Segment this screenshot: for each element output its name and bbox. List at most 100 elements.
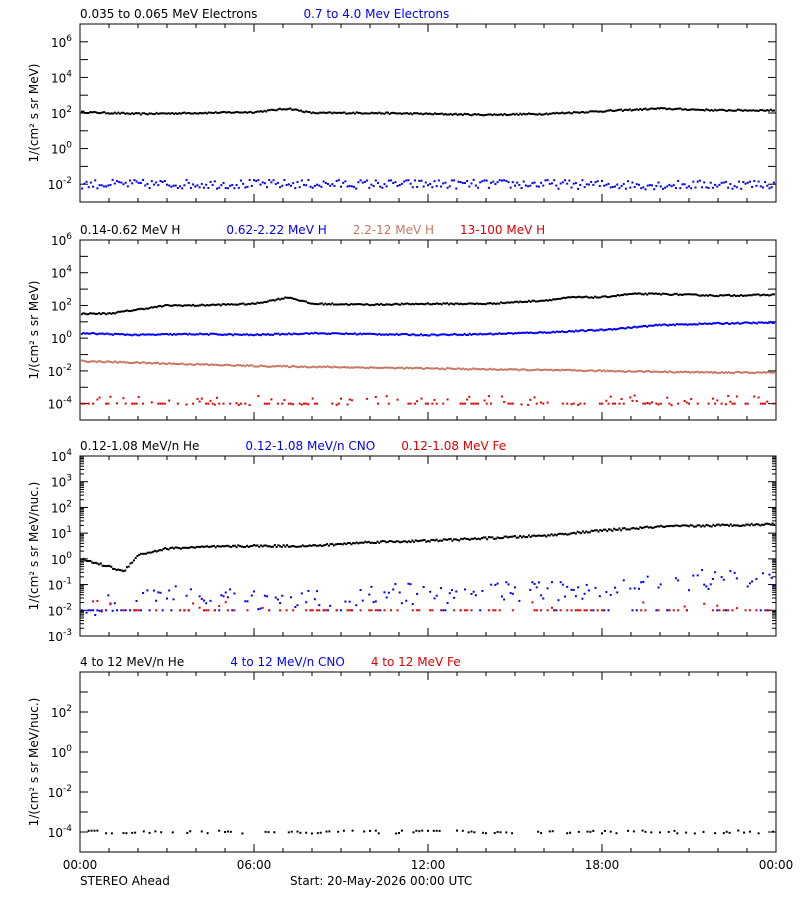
data-point: [374, 396, 377, 399]
data-point: [381, 303, 384, 306]
data-point: [359, 111, 362, 114]
data-point: [490, 181, 493, 184]
data-point: [705, 108, 708, 111]
data-point: [674, 292, 677, 295]
data-point: [616, 327, 619, 330]
data-point: [420, 333, 423, 336]
data-point: [338, 542, 341, 545]
data-point: [399, 303, 402, 306]
data-point: [447, 538, 450, 541]
data-point: [195, 363, 198, 366]
data-point: [646, 293, 649, 296]
data-point: [207, 333, 210, 336]
data-point: [507, 114, 510, 117]
data-point: [482, 302, 485, 305]
data-point: [411, 333, 414, 336]
data-point: [578, 111, 581, 114]
data-point: [233, 592, 236, 595]
data-point: [691, 323, 694, 326]
data-point: [431, 186, 434, 189]
data-point: [607, 109, 610, 112]
data-point: [722, 109, 725, 112]
data-point: [369, 542, 372, 545]
data-point: [661, 187, 664, 190]
data-point: [169, 362, 172, 365]
data-point: [324, 609, 327, 612]
data-point: [371, 111, 374, 114]
data-point: [451, 113, 454, 116]
data-point: [554, 533, 557, 536]
data-point: [677, 609, 680, 612]
data-point: [498, 368, 501, 371]
data-point: [183, 184, 186, 187]
data-point: [164, 333, 167, 336]
data-point: [656, 525, 659, 528]
data-point: [686, 293, 689, 296]
data-point: [99, 332, 102, 335]
data-point: [759, 294, 762, 297]
data-point: [183, 304, 186, 307]
series-0: [87, 829, 775, 835]
data-point: [559, 369, 562, 372]
data-point: [581, 370, 584, 373]
data-point: [89, 609, 92, 612]
data-point: [733, 524, 736, 527]
data-point: [627, 326, 630, 329]
data-point: [613, 527, 616, 530]
data-point: [179, 547, 182, 550]
data-point: [319, 365, 322, 368]
data-point: [142, 178, 145, 181]
data-point: [637, 109, 640, 112]
data-point: [305, 831, 308, 834]
data-point: [385, 303, 388, 306]
data-point: [327, 544, 330, 547]
data-point: [209, 545, 212, 548]
data-point: [315, 544, 318, 547]
data-point: [623, 527, 626, 530]
data-point: [564, 369, 567, 372]
data-point: [240, 545, 243, 548]
data-point: [85, 611, 88, 614]
data-point: [753, 395, 756, 398]
data-point: [159, 591, 162, 594]
data-point: [383, 183, 386, 186]
data-point: [679, 187, 682, 190]
data-point: [331, 183, 334, 186]
data-point: [634, 108, 637, 111]
data-point: [605, 591, 608, 594]
data-point: [345, 302, 348, 305]
data-point: [747, 109, 750, 112]
data-point: [634, 325, 637, 328]
data-point: [286, 544, 289, 547]
data-point: [96, 829, 99, 832]
data-point: [166, 363, 168, 366]
data-point: [235, 333, 238, 336]
data-point: [559, 297, 562, 300]
data-point: [159, 333, 162, 336]
series-1: [81, 569, 775, 617]
data-point: [427, 334, 429, 337]
data-point: [721, 523, 724, 526]
data-point: [562, 112, 565, 115]
data-point: [370, 585, 373, 588]
data-point: [341, 543, 344, 546]
data-point: [398, 183, 401, 186]
data-point: [618, 294, 621, 297]
data-point: [115, 179, 118, 182]
data-point: [83, 182, 86, 185]
data-point: [589, 830, 592, 833]
data-point: [416, 186, 419, 189]
data-point: [296, 299, 299, 302]
data-point: [409, 303, 412, 306]
data-point: [665, 371, 668, 374]
data-point: [226, 596, 229, 599]
data-point: [275, 332, 278, 335]
data-point: [166, 547, 168, 550]
data-point: [185, 332, 188, 335]
data-point: [249, 333, 252, 336]
data-point: [518, 599, 521, 602]
data-point: [511, 402, 514, 405]
data-point: [87, 402, 90, 405]
data-point: [599, 369, 602, 372]
data-point: [240, 364, 243, 367]
